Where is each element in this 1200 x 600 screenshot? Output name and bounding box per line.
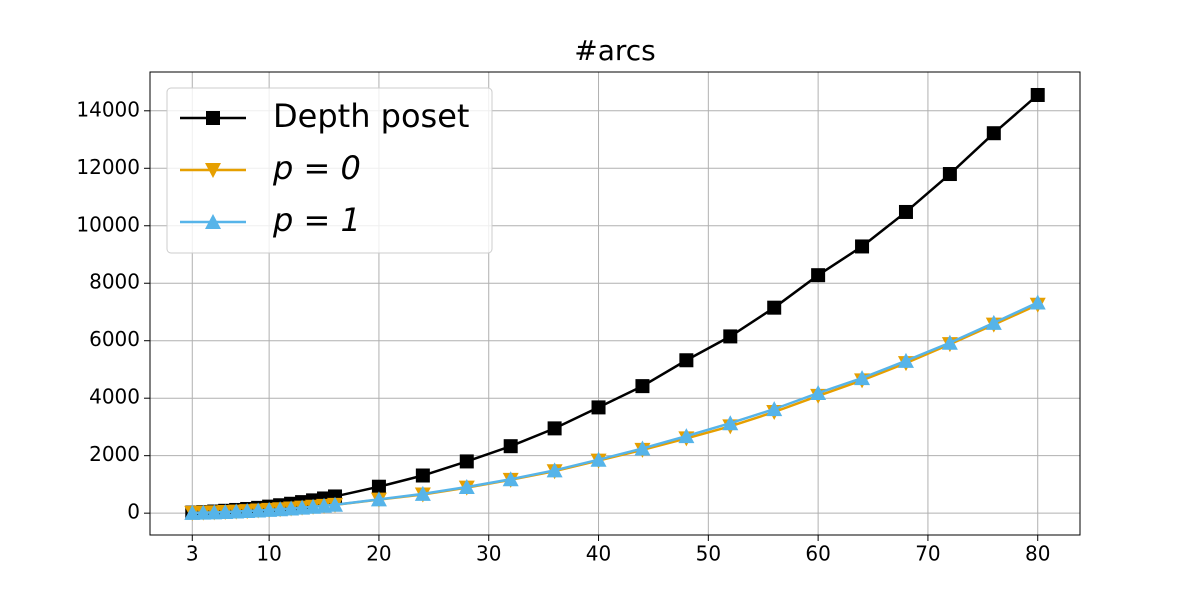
marker	[261, 501, 278, 517]
marker	[206, 504, 223, 520]
marker	[283, 500, 300, 516]
x-tick-label: 40	[586, 542, 611, 566]
marker	[414, 485, 431, 501]
marker	[678, 428, 695, 444]
marker	[272, 501, 289, 517]
marker	[985, 314, 1002, 330]
marker	[1029, 294, 1046, 310]
x-tick-label: 10	[256, 542, 281, 566]
marker	[415, 468, 430, 483]
legend-label: p = 1	[272, 201, 361, 239]
marker	[228, 503, 245, 519]
y-tick-label: 8000	[89, 270, 140, 294]
marker	[205, 214, 221, 229]
marker	[811, 268, 826, 283]
marker	[679, 353, 694, 368]
y-tick-label: 14000	[76, 97, 140, 121]
legend-label: Depth poset	[273, 97, 469, 135]
marker	[239, 503, 256, 519]
marker	[459, 454, 474, 469]
x-tick-label: 50	[696, 542, 721, 566]
y-tick-label: 6000	[89, 327, 140, 351]
chart-title: #arcs	[574, 34, 656, 67]
marker	[942, 167, 957, 182]
marker	[722, 415, 739, 431]
marker	[503, 439, 518, 454]
marker	[723, 329, 738, 344]
marker	[590, 451, 607, 467]
x-tick-label: 80	[1025, 542, 1050, 566]
marker	[294, 499, 311, 515]
marker	[766, 401, 783, 417]
marker	[195, 504, 212, 520]
marker	[458, 479, 475, 495]
marker	[635, 379, 650, 394]
marker	[547, 421, 562, 436]
marker	[767, 300, 782, 315]
marker	[810, 385, 827, 401]
marker	[305, 498, 322, 514]
marker	[591, 400, 606, 415]
x-tick-label: 20	[366, 542, 391, 566]
marker	[898, 204, 913, 219]
y-tick-label: 0	[127, 500, 140, 524]
x-tick-label: 70	[915, 542, 940, 566]
x-tick-label: 3	[186, 542, 199, 566]
marker	[1030, 87, 1045, 102]
x-tick-label: 60	[805, 542, 830, 566]
legend-box	[166, 87, 493, 254]
marker	[184, 504, 201, 520]
marker	[986, 126, 1001, 141]
marker	[634, 440, 651, 456]
marker	[316, 497, 333, 513]
legend: Depth poset p = 0 p = 1	[166, 87, 493, 254]
y-tick-label: 10000	[76, 212, 140, 236]
series-line	[192, 301, 1039, 515]
marker	[854, 370, 871, 386]
marker	[371, 479, 386, 494]
series-line	[192, 303, 1039, 515]
y-tick-label: 2000	[89, 442, 140, 466]
marker	[941, 334, 958, 350]
y-tick-label: 12000	[76, 155, 140, 179]
marker	[897, 352, 914, 368]
plot-frame	[149, 71, 1081, 536]
marker	[205, 163, 221, 178]
marker	[546, 462, 563, 478]
legend-label: p = 0	[272, 149, 361, 187]
marker	[217, 503, 234, 519]
x-tick-label: 30	[476, 542, 501, 566]
marker	[502, 471, 519, 487]
marker	[855, 239, 870, 254]
marker	[206, 111, 220, 125]
y-tick-label: 4000	[89, 385, 140, 409]
marker	[327, 496, 344, 512]
marker	[370, 491, 387, 507]
marker	[250, 502, 267, 518]
